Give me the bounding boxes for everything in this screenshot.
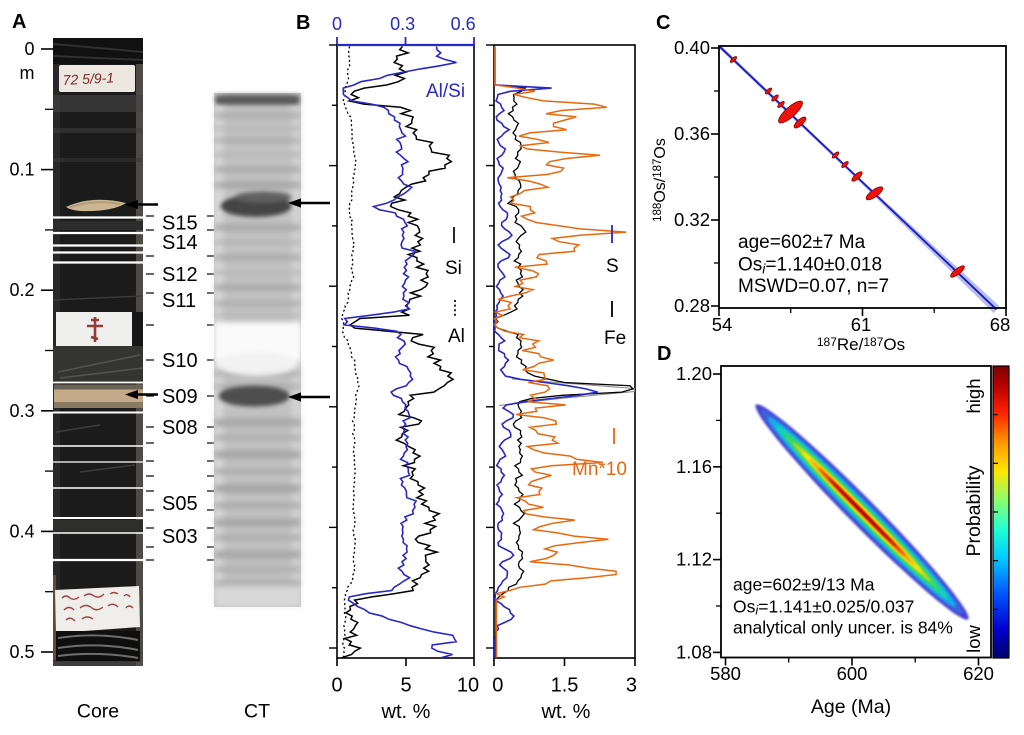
svg-text:m: m: [20, 63, 35, 83]
svg-text:0.2: 0.2: [9, 280, 34, 300]
svg-text:580: 580: [710, 663, 741, 684]
svg-text:620: 620: [963, 663, 994, 684]
svg-text:0.3: 0.3: [390, 14, 415, 34]
svg-text:0.5: 0.5: [9, 642, 34, 662]
svg-text:1.5: 1.5: [551, 675, 579, 697]
svg-text:1.08: 1.08: [676, 641, 712, 662]
svg-text:CT: CT: [244, 701, 270, 723]
svg-text:age=602±9/13 Ma: age=602±9/13 Ma: [733, 575, 875, 595]
svg-text:wt. %: wt. %: [541, 701, 591, 723]
svg-text:1.16: 1.16: [676, 456, 712, 477]
svg-text:age=602±7 Ma: age=602±7 Ma: [738, 232, 866, 253]
svg-text:wt. %: wt. %: [381, 701, 431, 723]
svg-text:low: low: [963, 624, 984, 652]
svg-text:B: B: [296, 12, 310, 34]
svg-text:0.6: 0.6: [451, 14, 476, 34]
svg-text:Probability: Probability: [963, 465, 985, 556]
svg-text:Age (Ma): Age (Ma): [811, 696, 891, 718]
svg-text:1.12: 1.12: [676, 549, 712, 570]
svg-text:0.36: 0.36: [674, 123, 710, 144]
svg-text:analytical only uncer. is 84%: analytical only uncer. is 84%: [733, 618, 953, 638]
svg-text:0.32: 0.32: [674, 209, 710, 230]
svg-text:Al/Si: Al/Si: [426, 81, 465, 102]
svg-text:S14: S14: [162, 232, 198, 254]
svg-text:1.20: 1.20: [676, 363, 712, 384]
svg-text:Mn*10: Mn*10: [572, 459, 627, 480]
svg-text:0: 0: [24, 39, 34, 59]
svg-text:0.3: 0.3: [9, 401, 34, 421]
svg-text:0: 0: [492, 675, 503, 697]
svg-text:S: S: [606, 256, 619, 277]
svg-text:S05: S05: [162, 493, 198, 515]
svg-text:54: 54: [712, 314, 733, 335]
svg-text:A: A: [12, 11, 26, 33]
svg-text:D: D: [657, 343, 671, 365]
svg-text:10: 10: [457, 675, 479, 697]
svg-text:S15: S15: [162, 213, 198, 235]
svg-text:C: C: [656, 12, 670, 34]
svg-text:72 5/9-1: 72 5/9-1: [62, 69, 114, 88]
svg-text:Si: Si: [445, 258, 462, 279]
svg-text:Osi=1.141±0.025/0.037: Osi=1.141±0.025/0.037: [733, 597, 914, 618]
svg-text:68: 68: [990, 314, 1011, 335]
svg-text:Fe: Fe: [604, 328, 626, 349]
svg-text:S12: S12: [162, 264, 198, 286]
svg-text:0: 0: [331, 675, 342, 697]
svg-text:600: 600: [837, 663, 868, 684]
svg-text:S08: S08: [162, 417, 198, 439]
svg-text:MSWD=0.07, n=7: MSWD=0.07, n=7: [738, 276, 889, 297]
svg-text:188Os/187Os: 188Os/187Os: [652, 138, 669, 222]
svg-text:S10: S10: [162, 350, 198, 372]
svg-text:0.4: 0.4: [9, 521, 34, 541]
svg-text:Al: Al: [448, 326, 465, 347]
svg-text:S09: S09: [162, 386, 198, 408]
svg-text:0.40: 0.40: [674, 37, 710, 58]
svg-text:0: 0: [332, 14, 342, 34]
svg-text:0.28: 0.28: [674, 295, 710, 316]
svg-text:Osi=1.140±0.018: Osi=1.140±0.018: [738, 255, 882, 277]
svg-text:0.1: 0.1: [9, 160, 34, 180]
svg-text:high: high: [963, 379, 984, 414]
svg-text:Core: Core: [77, 701, 119, 723]
svg-text:3: 3: [626, 675, 637, 697]
svg-text:5: 5: [400, 675, 411, 697]
svg-text:187Re/187Os: 187Re/187Os: [817, 335, 905, 354]
svg-text:S11: S11: [162, 290, 196, 312]
svg-text:61: 61: [851, 314, 872, 335]
svg-text:S03: S03: [162, 526, 198, 548]
